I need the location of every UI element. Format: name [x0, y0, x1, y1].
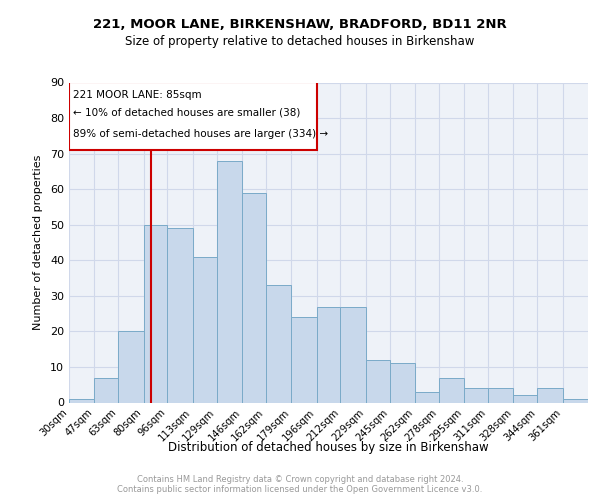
Bar: [340, 306, 366, 402]
Bar: [366, 360, 389, 403]
Bar: [464, 388, 488, 402]
Text: Contains HM Land Registry data © Crown copyright and database right 2024.
Contai: Contains HM Land Registry data © Crown c…: [118, 474, 482, 494]
Bar: [439, 378, 464, 402]
Bar: [488, 388, 514, 402]
Bar: [291, 317, 317, 402]
Text: 89% of semi-detached houses are larger (334) →: 89% of semi-detached houses are larger (…: [73, 129, 329, 139]
Bar: [69, 399, 94, 402]
Bar: [167, 228, 193, 402]
Bar: [317, 306, 340, 402]
Bar: [242, 192, 266, 402]
Bar: [514, 396, 537, 402]
Text: Size of property relative to detached houses in Birkenshaw: Size of property relative to detached ho…: [125, 35, 475, 48]
Bar: [415, 392, 439, 402]
Text: ← 10% of detached houses are smaller (38): ← 10% of detached houses are smaller (38…: [73, 108, 301, 118]
Bar: [563, 399, 588, 402]
Bar: [217, 160, 242, 402]
Text: 221, MOOR LANE, BIRKENSHAW, BRADFORD, BD11 2NR: 221, MOOR LANE, BIRKENSHAW, BRADFORD, BD…: [93, 18, 507, 30]
Bar: [537, 388, 563, 402]
Bar: [94, 378, 118, 402]
Bar: [389, 364, 415, 403]
Bar: [69, 82, 317, 150]
Y-axis label: Number of detached properties: Number of detached properties: [33, 155, 43, 330]
Text: Distribution of detached houses by size in Birkenshaw: Distribution of detached houses by size …: [169, 441, 489, 454]
Bar: [143, 224, 167, 402]
Bar: [118, 332, 143, 402]
Bar: [266, 285, 291, 403]
Text: 221 MOOR LANE: 85sqm: 221 MOOR LANE: 85sqm: [73, 90, 202, 100]
Bar: [193, 256, 217, 402]
